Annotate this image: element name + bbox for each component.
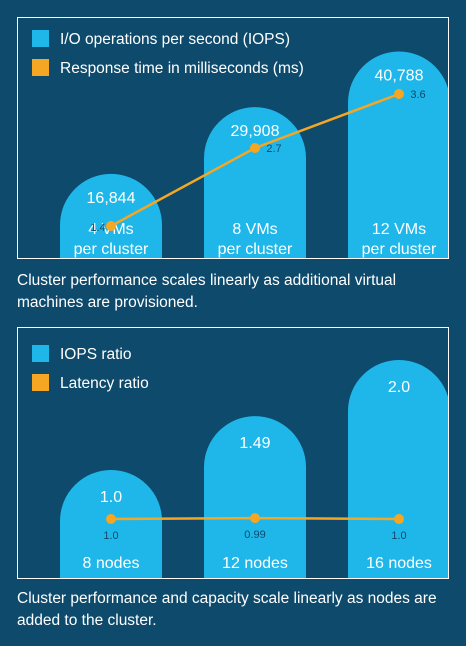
latency-ratio-point-3: [394, 514, 404, 524]
bar-value-label-2: 29,908: [231, 123, 280, 140]
ratio-chart-panel: IOPS ratio Latency ratio 1.0 8 nodes 1.49 12 …: [17, 327, 449, 579]
bar-value-label-3: 2.0: [388, 379, 410, 396]
bar-1: [60, 470, 162, 578]
category-label-2: 12 nodes: [222, 555, 288, 572]
category-label-1: 8 nodes: [83, 555, 140, 572]
bar-value-label-3: 40,788: [375, 68, 424, 85]
legend-label-1: IOPS ratio: [60, 346, 132, 363]
latency-ratio-label-1: 1.0: [103, 530, 118, 542]
legend-swatch-1: [32, 345, 49, 362]
iops-chart-panel: I/O operations per second (IOPS) Response…: [17, 17, 449, 259]
response-time-label-3: 3.6: [410, 89, 425, 101]
bar-1: [60, 173, 162, 258]
bar-value-label-1: 16,844: [87, 190, 136, 207]
category-label-2-line1: 8 VMs: [232, 221, 277, 238]
category-label-3-line2: per cluster: [362, 241, 437, 258]
bar-2: [204, 416, 306, 578]
response-time-label-1: 1.4: [90, 222, 105, 234]
bar-2: [204, 107, 306, 258]
iops-chart-caption: Cluster performance scales linearly as a…: [17, 272, 397, 311]
legend-label-1: I/O operations per second (IOPS): [60, 31, 290, 48]
iops-chart: I/O operations per second (IOPS) Response…: [32, 30, 448, 258]
latency-ratio-label-3: 1.0: [391, 530, 406, 542]
category-label-2-line2: per cluster: [218, 241, 293, 258]
latency-ratio-label-2: 0.99: [244, 529, 265, 541]
bar-value-label-2: 1.49: [239, 435, 270, 452]
legend-label-2: Latency ratio: [60, 375, 149, 392]
legend-swatch-1: [32, 30, 49, 47]
bar-3: [348, 360, 448, 578]
ratio-chart-caption: Cluster performance and capacity scale l…: [17, 590, 437, 629]
ratio-chart: IOPS ratio Latency ratio 1.0 8 nodes 1.49 12 …: [32, 345, 448, 578]
bar-value-label-1: 1.0: [100, 489, 122, 506]
category-label-3: 16 nodes: [366, 555, 432, 572]
legend-label-2: Response time in milliseconds (ms): [60, 60, 304, 77]
category-label-3-line1: 12 VMs: [372, 221, 426, 238]
category-label-1-line2: per cluster: [74, 241, 149, 258]
latency-ratio-point-1: [106, 514, 116, 524]
legend-swatch-2: [32, 374, 49, 391]
latency-ratio-point-2: [250, 513, 260, 524]
response-time-point-1: [106, 221, 116, 231]
response-time-label-2: 2.7: [266, 143, 281, 155]
response-time-point-3: [394, 89, 404, 99]
response-time-point-2: [250, 143, 260, 153]
legend-swatch-2: [32, 59, 49, 76]
